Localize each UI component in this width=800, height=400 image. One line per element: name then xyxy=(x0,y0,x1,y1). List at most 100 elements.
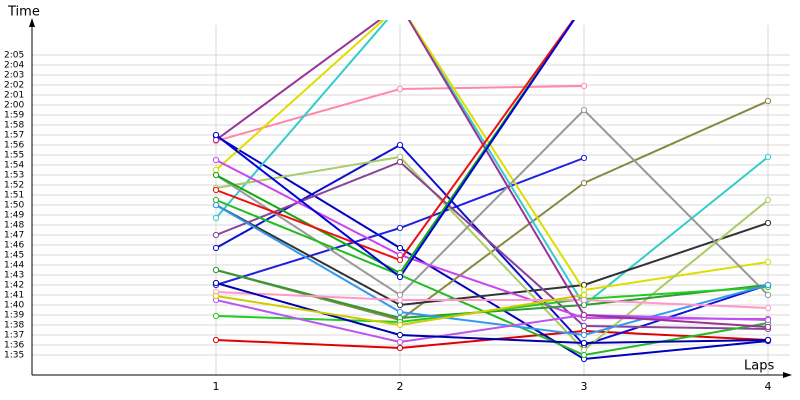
y-tick-label: 1:50 xyxy=(4,201,24,211)
point xyxy=(580,339,588,347)
point xyxy=(396,158,404,166)
series-line xyxy=(215,199,769,357)
series-line xyxy=(215,291,769,309)
y-tick-label: 2:03 xyxy=(4,71,24,81)
y-tick-label: 1:57 xyxy=(4,131,24,141)
point xyxy=(212,136,220,144)
point xyxy=(396,296,404,304)
y-tick-label: 1:49 xyxy=(4,211,24,221)
series-line xyxy=(215,20,769,328)
point xyxy=(580,106,588,114)
point xyxy=(212,166,220,174)
point xyxy=(580,154,588,162)
y-tick-label: 1:46 xyxy=(4,241,24,251)
series-line xyxy=(215,160,769,330)
y-tick-label: 1:37 xyxy=(4,331,24,341)
point xyxy=(580,281,588,289)
y-tick-label: 1:45 xyxy=(4,251,24,261)
point xyxy=(764,258,772,266)
point xyxy=(581,2,586,7)
point xyxy=(580,311,588,319)
point xyxy=(580,291,588,299)
point xyxy=(580,179,588,187)
point xyxy=(764,153,772,161)
point xyxy=(397,2,402,7)
x-tick-label: 3 xyxy=(581,380,588,393)
x-axis-label: Laps xyxy=(744,359,774,374)
point xyxy=(581,2,586,7)
series-line xyxy=(215,204,769,307)
point xyxy=(396,273,404,281)
y-tick-label: 1:40 xyxy=(4,301,24,311)
point xyxy=(212,266,220,274)
y-tick-label: 1:35 xyxy=(4,351,24,361)
y-tick-label: 2:05 xyxy=(4,51,24,61)
point xyxy=(580,322,588,330)
series-line xyxy=(215,20,769,292)
point xyxy=(212,336,220,344)
y-axis-arrow xyxy=(29,18,35,27)
point xyxy=(396,344,404,352)
series-line xyxy=(215,135,769,361)
y-tick-label: 1:44 xyxy=(4,261,24,271)
series-line xyxy=(215,108,769,297)
point xyxy=(764,323,772,331)
y-tick-label: 2:02 xyxy=(4,81,24,91)
y-tick-label: 1:51 xyxy=(4,191,24,201)
y-tick-label: 1:38 xyxy=(4,321,24,331)
point xyxy=(396,321,404,329)
point xyxy=(212,131,220,139)
series-line xyxy=(215,299,769,344)
point xyxy=(764,97,772,105)
point xyxy=(580,331,588,339)
y-tick-label: 1:54 xyxy=(4,161,24,171)
point xyxy=(396,85,404,93)
point xyxy=(396,256,404,264)
point xyxy=(212,156,220,164)
y-axis-label: Time xyxy=(7,5,40,20)
point xyxy=(212,201,220,209)
y-tick-label: 1:58 xyxy=(4,121,24,131)
y-tick-label: 2:04 xyxy=(4,61,24,71)
y-tick-label: 1:55 xyxy=(4,151,24,161)
y-tick-label: 1:41 xyxy=(4,291,24,301)
point xyxy=(580,351,588,359)
point xyxy=(764,291,772,299)
series-line xyxy=(215,204,769,337)
y-tick-label: 1:52 xyxy=(4,181,24,191)
point xyxy=(580,301,588,309)
point xyxy=(580,296,588,304)
y-tick-label: 2:00 xyxy=(4,101,24,111)
point xyxy=(212,244,220,252)
y-tick-label: 1:56 xyxy=(4,141,24,151)
point xyxy=(764,304,772,312)
point xyxy=(397,2,402,7)
point xyxy=(764,196,772,204)
point xyxy=(212,214,220,222)
point xyxy=(396,244,404,252)
grid xyxy=(32,25,790,375)
point xyxy=(764,336,772,344)
y-tick-label: 1:43 xyxy=(4,271,24,281)
y-tick-label: 2:01 xyxy=(4,91,24,101)
point xyxy=(764,316,772,324)
series-line xyxy=(215,282,769,345)
point xyxy=(581,2,586,7)
point xyxy=(396,141,404,149)
point xyxy=(396,308,404,316)
point xyxy=(580,286,588,294)
point xyxy=(212,292,220,300)
point xyxy=(396,251,404,259)
point xyxy=(396,291,404,299)
y-tick-label: 1:47 xyxy=(4,231,24,241)
point xyxy=(212,186,220,194)
point xyxy=(212,231,220,239)
y-tick-label: 1:39 xyxy=(4,311,24,321)
plot-area xyxy=(212,2,772,363)
series-line xyxy=(215,20,769,307)
point xyxy=(396,224,404,232)
y-tick-label: 1:48 xyxy=(4,221,24,231)
point xyxy=(396,331,404,339)
